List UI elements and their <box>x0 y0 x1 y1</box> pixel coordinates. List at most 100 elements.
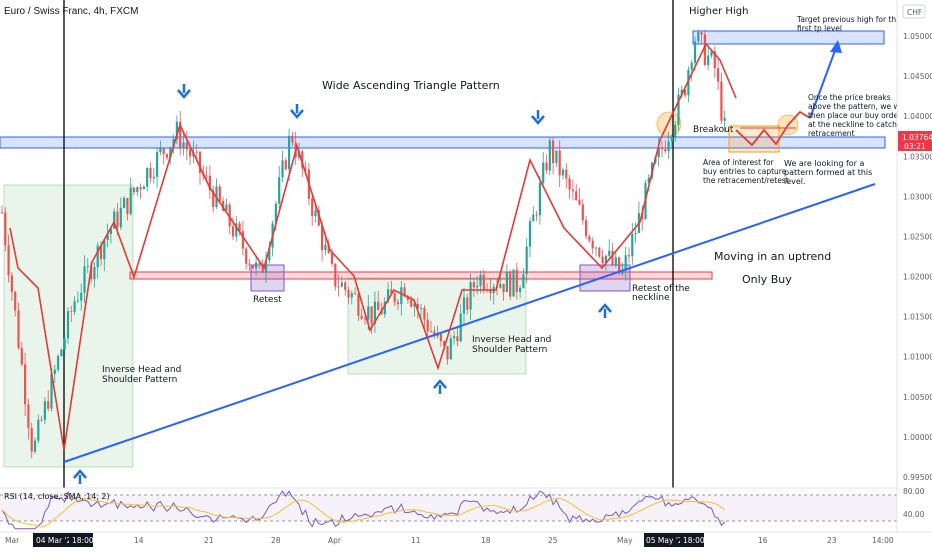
candle-body <box>548 140 551 171</box>
svg-text:40.00: 40.00 <box>903 510 925 519</box>
candle-body <box>462 297 466 314</box>
candle-body <box>713 51 716 69</box>
svg-text:neckline: neckline <box>632 293 670 303</box>
candle-body <box>27 404 30 428</box>
candle-body <box>446 346 449 360</box>
candle-body <box>291 135 294 143</box>
price-tick: 1.03500 <box>903 152 932 161</box>
retest-label: Retest <box>253 295 282 305</box>
price-tick: 1.00500 <box>903 393 932 402</box>
candle-body <box>288 135 291 170</box>
candle-body <box>703 34 706 65</box>
candle-body <box>601 256 604 264</box>
candle-body <box>677 94 680 125</box>
candle-body <box>248 263 251 265</box>
ihs-label-2: Inverse Head and Shoulder Pattern <box>472 335 551 355</box>
candle-body <box>611 250 614 265</box>
svg-text:Apr: Apr <box>328 536 342 545</box>
svg-text:Shoulder Pattern: Shoulder Pattern <box>102 375 177 385</box>
breakout-label: Breakout <box>693 125 734 135</box>
candle-body <box>466 297 469 310</box>
candle-body <box>393 293 396 303</box>
candle-body <box>311 198 314 217</box>
candle-body <box>670 136 673 142</box>
candle-body <box>231 226 235 237</box>
candle-body <box>456 336 459 342</box>
price-tick: 1.01500 <box>903 313 932 322</box>
candle-body <box>0 212 4 214</box>
candle-body <box>66 311 70 339</box>
up-arrows <box>73 303 612 484</box>
rsi-ma-line <box>1 497 725 528</box>
rsi-band <box>0 495 897 521</box>
currency-label: CHF <box>907 8 922 17</box>
candle-body <box>30 427 33 452</box>
svg-text:Retest of the: Retest of the <box>632 284 690 294</box>
candle-body <box>674 124 677 137</box>
candle-body <box>429 331 433 333</box>
candle-body <box>453 336 456 339</box>
svg-text:Shoulder Pattern: Shoulder Pattern <box>472 345 547 355</box>
rsi-title: RSI (14, close, SMA, 14, 2) <box>4 492 110 501</box>
once-breaks-label: Once the price breaks above the pattern,… <box>808 93 912 138</box>
svg-text:then place our buy orders: then place our buy orders <box>808 111 905 120</box>
candle-body <box>383 301 386 315</box>
candle-body <box>314 210 317 217</box>
candle-body <box>664 149 667 152</box>
candle-body <box>710 51 713 56</box>
svg-text:25: 25 <box>548 536 558 545</box>
candle-body <box>502 283 505 292</box>
candle-body <box>337 286 340 288</box>
svg-text:11: 11 <box>411 536 421 545</box>
candle-body <box>47 401 50 409</box>
svg-text:at the neckline to catch the: at the neckline to catch the <box>808 120 912 129</box>
candle-body <box>284 160 287 170</box>
candle-body <box>225 204 228 211</box>
candle-body <box>175 121 178 140</box>
candle-body <box>113 211 116 229</box>
candle-body <box>522 274 525 289</box>
candle-body <box>235 223 238 237</box>
currency-badge[interactable] <box>902 4 926 19</box>
svg-text:80.00: 80.00 <box>903 487 925 496</box>
target-arrowhead <box>830 40 842 53</box>
candle-body <box>198 151 202 174</box>
candle-body <box>116 211 119 228</box>
candle-body <box>169 147 172 158</box>
candle-body <box>189 149 192 157</box>
candle-body <box>327 244 330 253</box>
candle-body <box>614 257 617 265</box>
svg-text:16: 16 <box>758 536 768 545</box>
candle-body <box>165 154 169 158</box>
candle-body <box>261 263 264 273</box>
candle-body <box>278 177 281 204</box>
candle-body <box>103 240 106 260</box>
price-axis[interactable] <box>897 0 932 540</box>
price-tick: 1.02000 <box>903 273 932 282</box>
candle-body <box>179 121 182 148</box>
candle-body <box>608 250 611 256</box>
candle-body <box>443 341 446 347</box>
candle-body <box>538 183 541 216</box>
candle-body <box>63 338 66 350</box>
candle-body <box>136 187 139 193</box>
candle-body <box>512 269 515 297</box>
candle-body <box>423 308 426 320</box>
target-arrow-path <box>809 47 837 119</box>
candle-body <box>245 248 248 264</box>
candle-body <box>634 232 637 235</box>
candle-body <box>129 187 132 214</box>
candle-body <box>93 266 96 280</box>
candle-body <box>76 300 79 302</box>
candle-body <box>618 257 621 274</box>
price-tick: 1.04000 <box>903 112 932 121</box>
candle-body <box>80 292 83 301</box>
svg-text:Area of interest for: Area of interest for <box>703 158 775 167</box>
down-arrows <box>177 84 545 125</box>
candle-body <box>152 176 155 179</box>
candle-body <box>720 81 723 121</box>
higher-high-label: Higher High <box>689 6 748 17</box>
candle-body <box>340 282 343 287</box>
